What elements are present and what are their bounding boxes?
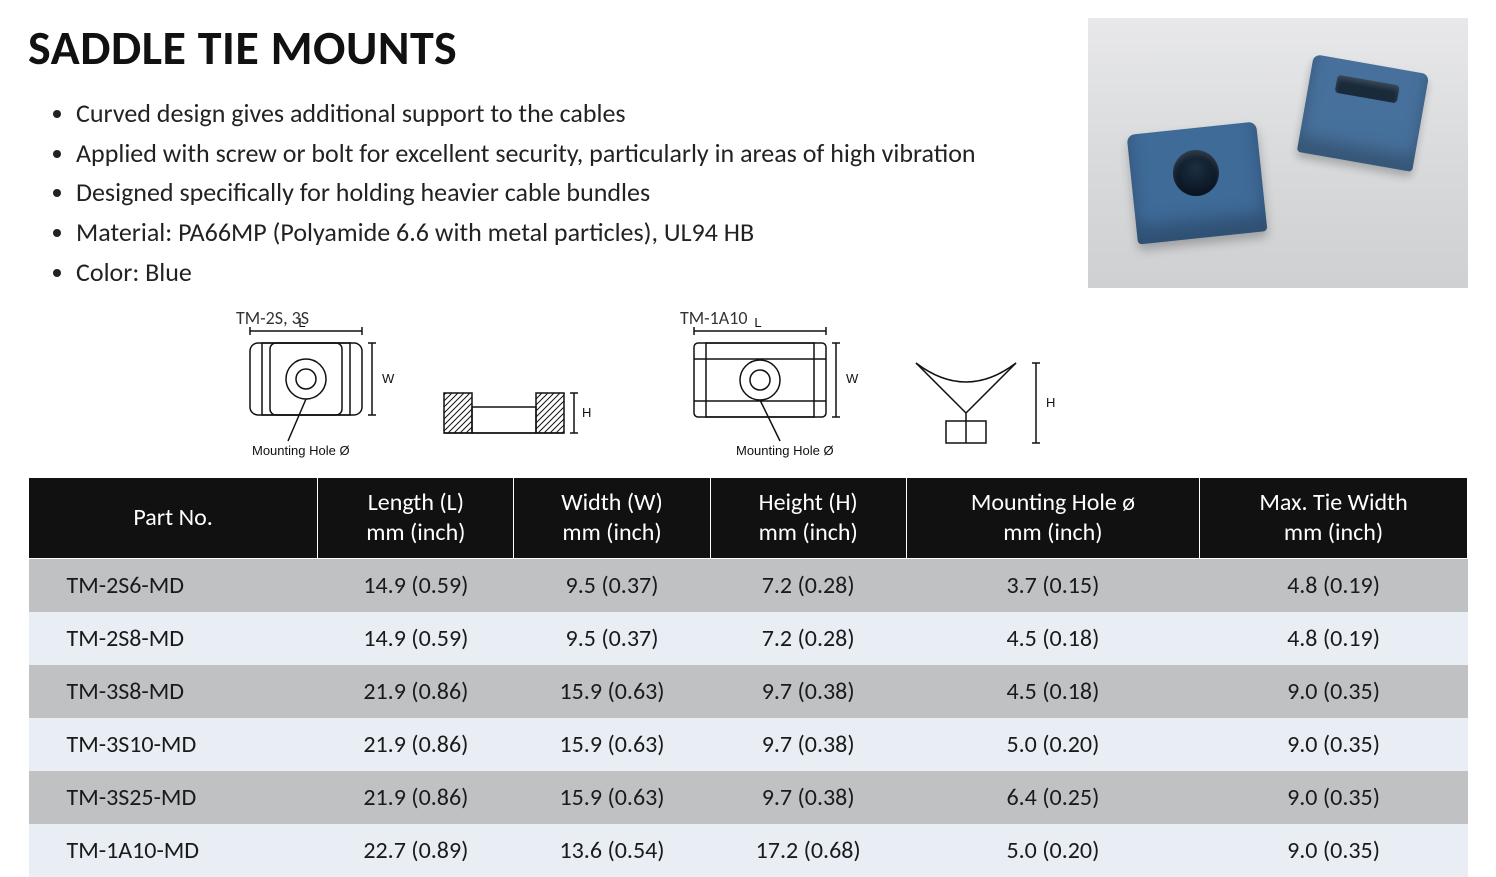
table-cell: 21.9 (0.86)	[318, 771, 514, 824]
feature-item: Color: Blue	[76, 254, 1028, 292]
table-header-row: Part No.Length (L)mm (inch)Width (W)mm (…	[29, 478, 1468, 559]
table-cell: 9.0 (0.35)	[1200, 771, 1468, 824]
table-cell: 4.8 (0.19)	[1200, 612, 1468, 665]
table-cell: TM-1A10-MD	[29, 824, 318, 877]
table-cell: 9.7 (0.38)	[710, 771, 906, 824]
table-row: TM-3S10-MD21.9 (0.86)15.9 (0.63)9.7 (0.3…	[29, 718, 1468, 771]
table-header-cell: Mounting Hole ømm (inch)	[906, 478, 1199, 559]
feature-item: Curved design gives additional support t…	[76, 95, 1028, 133]
table-cell: 5.0 (0.20)	[906, 718, 1199, 771]
table-cell: 14.9 (0.59)	[318, 559, 514, 613]
table-cell: 9.5 (0.37)	[514, 612, 710, 665]
table-cell: 7.2 (0.28)	[710, 559, 906, 613]
table-row: TM-2S6-MD14.9 (0.59)9.5 (0.37)7.2 (0.28)…	[29, 559, 1468, 613]
table-cell: 9.0 (0.35)	[1200, 718, 1468, 771]
table-cell: 21.9 (0.86)	[318, 665, 514, 718]
table-cell: 15.9 (0.63)	[514, 771, 710, 824]
diagram-label-right: TM-1A10	[680, 307, 747, 329]
saddle-mount-icon	[1127, 122, 1268, 245]
table-cell: 14.9 (0.59)	[318, 612, 514, 665]
diagram-top-view-2s: L W Mounting Hole Ø	[228, 313, 408, 463]
diagram-side-view-2s: H	[432, 353, 602, 463]
table-cell: 9.0 (0.35)	[1200, 824, 1468, 877]
table-cell: 15.9 (0.63)	[514, 718, 710, 771]
table-cell: 9.5 (0.37)	[514, 559, 710, 613]
table-cell: 21.9 (0.86)	[318, 718, 514, 771]
table-cell: 4.5 (0.18)	[906, 612, 1199, 665]
table-cell: 15.9 (0.63)	[514, 665, 710, 718]
table-header-cell: Width (W)mm (inch)	[514, 478, 710, 559]
dim-W: W	[382, 371, 395, 386]
table-header-cell: Length (L)mm (inch)	[318, 478, 514, 559]
diagram-label-left: TM-2S, 3S	[236, 307, 309, 329]
table-row: TM-1A10-MD22.7 (0.89)13.6 (0.54)17.2 (0.…	[29, 824, 1468, 877]
table-cell: 5.0 (0.20)	[906, 824, 1199, 877]
table-cell: 9.7 (0.38)	[710, 718, 906, 771]
table-cell: 4.8 (0.19)	[1200, 559, 1468, 613]
feature-item: Material: PA66MP (Polyamide 6.6 with met…	[76, 214, 1028, 252]
page-title: SADDLE TIE MOUNTS	[28, 18, 1068, 77]
product-photo	[1088, 18, 1468, 288]
technical-diagrams: TM-2S, 3S L W Mounting Hole Ø	[228, 313, 1468, 463]
feature-item: Designed specifically for holding heavie…	[76, 174, 1028, 212]
saddle-mount-icon	[1297, 54, 1429, 172]
table-row: TM-3S25-MD21.9 (0.86)15.9 (0.63)9.7 (0.3…	[29, 771, 1468, 824]
dim-W: W	[846, 371, 859, 386]
table-cell: TM-2S8-MD	[29, 612, 318, 665]
feature-list: Curved design gives additional support t…	[28, 95, 1028, 291]
table-header-cell: Part No.	[29, 478, 318, 559]
table-cell: 3.7 (0.15)	[906, 559, 1199, 613]
table-cell: 9.0 (0.35)	[1200, 665, 1468, 718]
diagram-top-view-1a10: L W Mounting Hole Ø	[672, 313, 872, 463]
table-cell: 7.2 (0.28)	[710, 612, 906, 665]
table-header-cell: Height (H)mm (inch)	[710, 478, 906, 559]
table-cell: TM-3S25-MD	[29, 771, 318, 824]
dim-L: L	[754, 315, 761, 330]
table-row: TM-2S8-MD14.9 (0.59)9.5 (0.37)7.2 (0.28)…	[29, 612, 1468, 665]
mounting-hole-label: Mounting Hole Ø	[252, 443, 350, 458]
feature-item: Applied with screw or bolt for excellent…	[76, 135, 1028, 173]
table-cell: 17.2 (0.68)	[710, 824, 906, 877]
table-cell: TM-3S10-MD	[29, 718, 318, 771]
table-cell: 9.7 (0.38)	[710, 665, 906, 718]
table-header-cell: Max. Tie Widthmm (inch)	[1200, 478, 1468, 559]
table-cell: 4.5 (0.18)	[906, 665, 1199, 718]
dim-H: H	[582, 405, 591, 420]
table-row: TM-3S8-MD21.9 (0.86)15.9 (0.63)9.7 (0.38…	[29, 665, 1468, 718]
diagram-side-view-1a10: H	[896, 343, 1076, 463]
table-cell: TM-2S6-MD	[29, 559, 318, 613]
table-cell: 6.4 (0.25)	[906, 771, 1199, 824]
dim-H: H	[1046, 395, 1055, 410]
table-cell: TM-3S8-MD	[29, 665, 318, 718]
spec-table: Part No.Length (L)mm (inch)Width (W)mm (…	[28, 477, 1468, 877]
table-cell: 13.6 (0.54)	[514, 824, 710, 877]
mounting-hole-label: Mounting Hole Ø	[736, 443, 834, 458]
table-cell: 22.7 (0.89)	[318, 824, 514, 877]
